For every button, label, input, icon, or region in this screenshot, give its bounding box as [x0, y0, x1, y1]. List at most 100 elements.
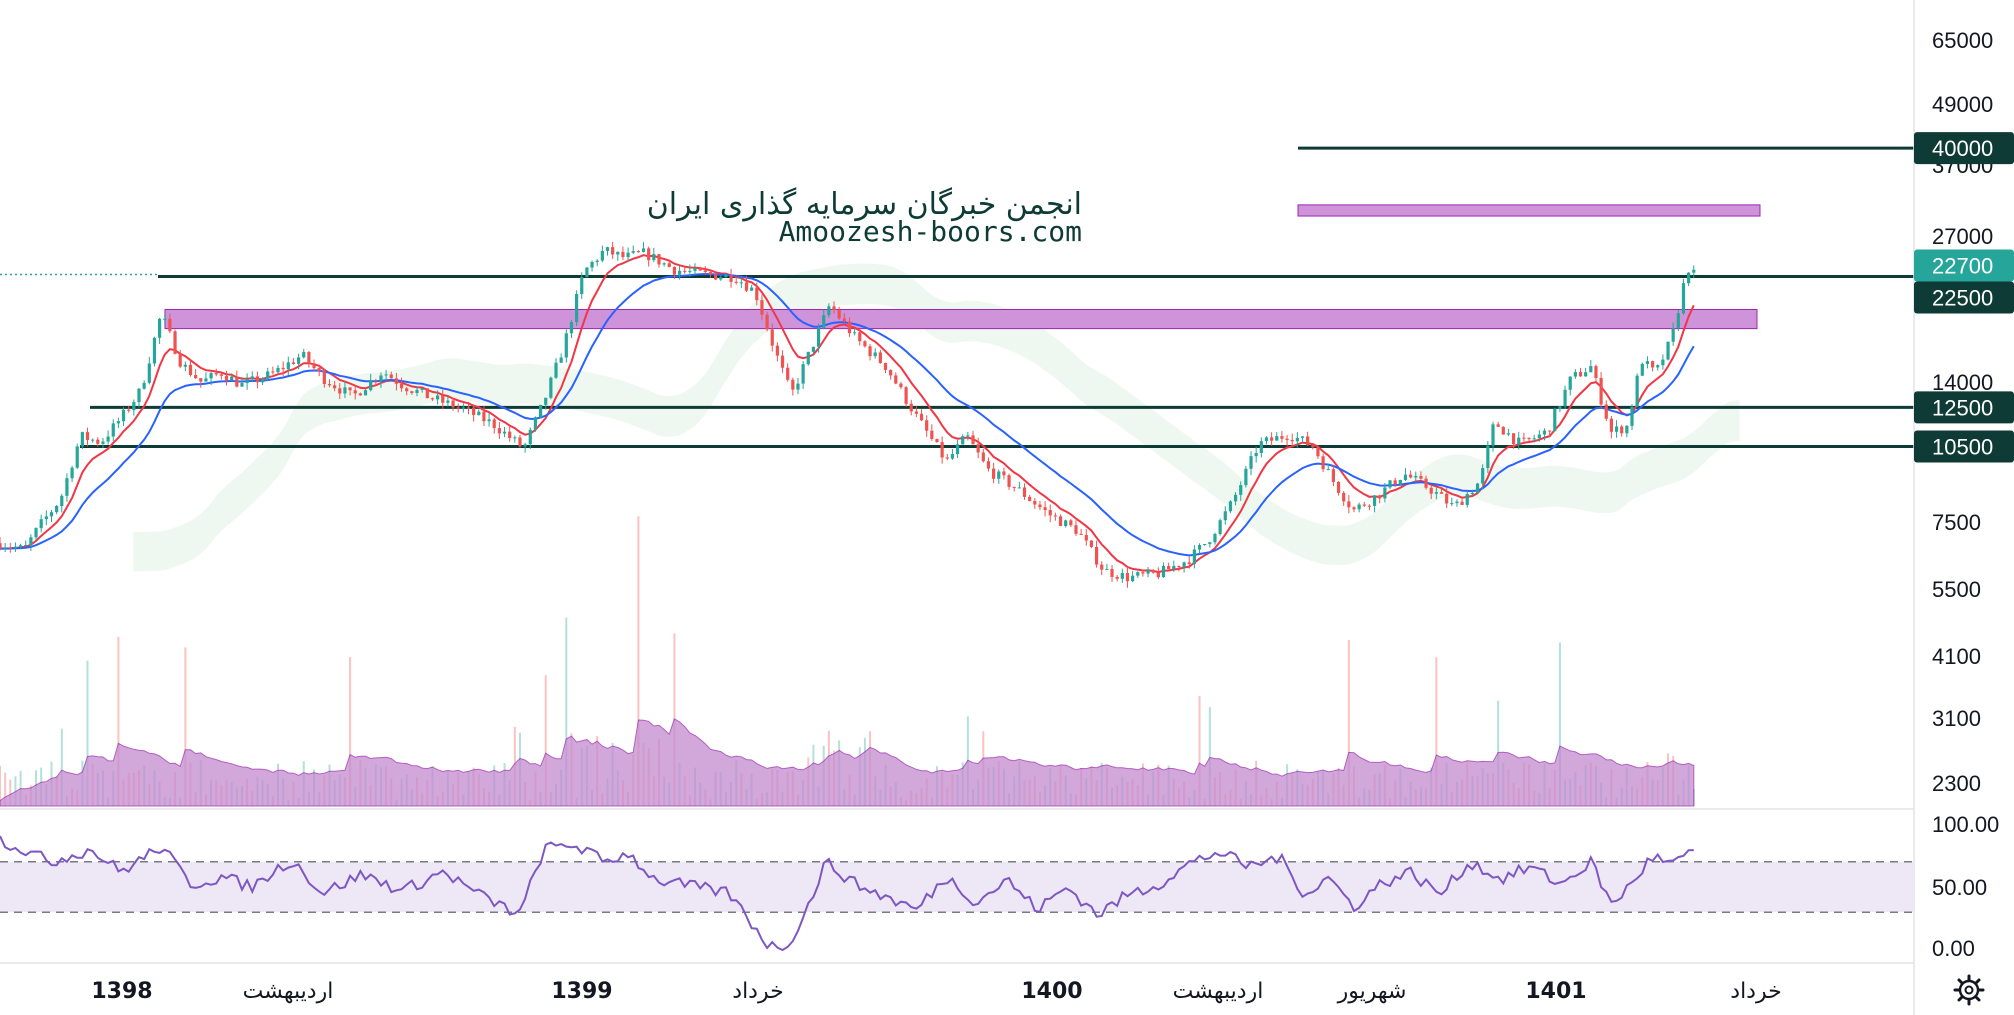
- candle: [1192, 545, 1196, 569]
- candle-body: [456, 407, 460, 409]
- candle: [39, 514, 43, 533]
- time-axis[interactable]: 1398 اردیبهشت 1399 خرداد 1400 اردیبهشت شهریور 1…: [91, 979, 1781, 1004]
- candle: [1043, 501, 1047, 517]
- candle-body: [1568, 376, 1572, 390]
- candle-body: [1661, 359, 1665, 366]
- candle: [456, 403, 460, 413]
- candle-body: [1167, 565, 1171, 570]
- candle-body: [1270, 437, 1274, 441]
- candle-body: [997, 471, 1001, 479]
- candle: [1048, 504, 1052, 523]
- candle: [631, 245, 635, 255]
- resistance-zones[interactable]: [164, 204, 1761, 330]
- candle: [276, 365, 280, 374]
- candle-body: [1244, 468, 1248, 486]
- candle: [13, 542, 18, 552]
- candle-body: [1028, 496, 1032, 501]
- candle-body: [786, 367, 790, 380]
- candle: [1094, 540, 1099, 568]
- level-badge-22500: 22500: [1914, 281, 2014, 314]
- candle: [312, 359, 316, 372]
- candle-body: [1527, 437, 1531, 440]
- candle-body: [1064, 520, 1068, 527]
- candle: [1584, 367, 1588, 377]
- candle-body: [1630, 406, 1634, 426]
- price-tick-label: 4100: [1932, 644, 1981, 669]
- candle-body: [1203, 544, 1207, 546]
- candle: [410, 390, 414, 395]
- volume-bar: [349, 656, 352, 806]
- candle-body: [636, 251, 640, 253]
- candle-body: [976, 444, 980, 453]
- candle-body: [590, 261, 594, 268]
- time-tick-label: اردیبهشت: [1173, 979, 1264, 1004]
- candle-body: [1197, 545, 1202, 550]
- candle: [518, 434, 522, 448]
- candle-body: [163, 318, 167, 320]
- candle-body: [1182, 562, 1186, 568]
- candle-body: [1563, 389, 1567, 407]
- volume-bar: [0, 765, 1, 806]
- candle: [636, 250, 640, 253]
- candle-body: [296, 357, 301, 364]
- candle-body: [60, 495, 64, 506]
- candle-body: [394, 378, 399, 384]
- candle: [1568, 376, 1572, 396]
- candle: [1388, 479, 1392, 490]
- candle: [1589, 360, 1593, 373]
- candle-body: [111, 423, 115, 437]
- candle-body: [1259, 441, 1263, 454]
- candle: [1496, 421, 1500, 428]
- candle: [1347, 494, 1351, 514]
- candle-body: [1264, 437, 1269, 442]
- horizontal-levels[interactable]: [0, 146, 1914, 449]
- candle-body: [1233, 494, 1238, 502]
- candle: [374, 378, 378, 386]
- candle: [1414, 471, 1418, 483]
- candle: [873, 348, 877, 359]
- candle: [199, 378, 203, 388]
- zone-1[interactable]: [1297, 204, 1761, 217]
- candle: [399, 377, 404, 392]
- candle-body: [708, 272, 713, 275]
- candle: [806, 351, 810, 366]
- zone-2[interactable]: [164, 308, 1758, 330]
- candle-body: [1501, 426, 1505, 435]
- candle: [111, 419, 115, 441]
- price-tick-label: 49000: [1932, 92, 1993, 117]
- candle-body: [436, 395, 440, 400]
- candle: [75, 443, 79, 470]
- candle-body: [1465, 494, 1469, 505]
- candle-body: [1187, 562, 1191, 564]
- candle: [281, 361, 285, 376]
- candle-body: [451, 400, 455, 408]
- candle-body: [1105, 568, 1109, 570]
- candle: [1609, 415, 1614, 439]
- candle-body: [137, 388, 141, 403]
- candle-body: [1079, 533, 1083, 535]
- candle-body: [307, 352, 311, 364]
- price-axis[interactable]: 6500049000370002700014000750055004100310…: [1932, 28, 1993, 796]
- candle: [585, 266, 589, 278]
- candle-body: [1378, 495, 1382, 499]
- candle-body: [961, 436, 965, 445]
- candle: [729, 268, 733, 288]
- candle: [1563, 385, 1567, 410]
- candle: [791, 377, 795, 396]
- candle-body: [688, 270, 692, 272]
- rsi-pane[interactable]: 100.00 50.00 0.00: [0, 812, 1999, 961]
- candle: [786, 363, 790, 382]
- candle-body: [693, 267, 697, 271]
- candle-body: [415, 389, 419, 393]
- candle: [0, 537, 2, 551]
- candle: [981, 448, 985, 463]
- candle-body: [657, 254, 661, 265]
- candle-body: [430, 398, 435, 400]
- volume-bar: [1198, 696, 1201, 806]
- candle-body: [1038, 504, 1042, 508]
- candle-body: [1450, 503, 1454, 505]
- candle: [595, 259, 599, 267]
- gear-icon[interactable]: [1953, 974, 1985, 1006]
- candle-body: [714, 274, 718, 280]
